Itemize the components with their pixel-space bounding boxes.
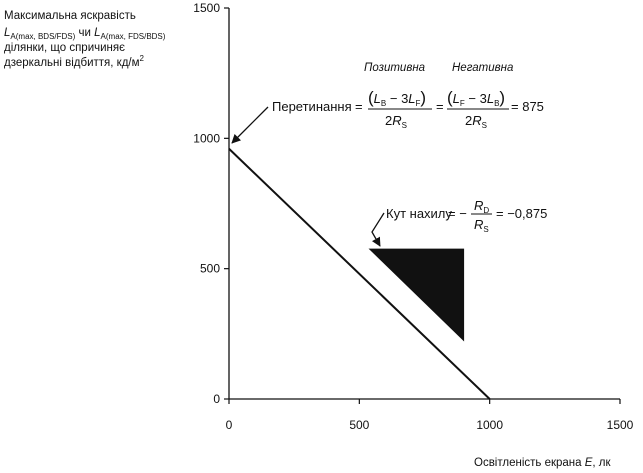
y-tick-label: 1500	[193, 1, 220, 15]
y-axis-title-line2: LA(max, BDS/FDS) чи LA(max, FDS/BDS)	[4, 27, 166, 41]
fraction1-denominator: 2RS	[385, 113, 407, 130]
equals-sign-1: =	[355, 99, 363, 114]
intercept-annotation: Перетинання = (LB − 3LF) 2RS = (LF − 3LB…	[231, 88, 544, 144]
y-tick-label: 0	[213, 392, 220, 406]
y-axis-title-line1: Максимальна яскравість	[4, 10, 136, 22]
negative-label: Негативна	[452, 62, 513, 74]
slope-value: = −0,875	[496, 206, 547, 221]
intercept-value: = 875	[511, 99, 544, 114]
slope-triangle	[368, 248, 465, 342]
x-tick-label: 0	[226, 418, 233, 432]
fraction2-numerator: (LF − 3LB)	[447, 88, 505, 108]
slope-numerator: RD	[474, 198, 489, 215]
slope-arrow	[371, 212, 385, 247]
y-tick-label: 500	[200, 262, 220, 276]
fraction2-denominator: 2RS	[465, 113, 487, 130]
y-axis-title-line3: ділянки, що спричиняє	[4, 42, 125, 54]
equals-sign-2: =	[436, 99, 444, 114]
x-axis-title: Освітленість екрана E, лк	[474, 457, 612, 469]
intercept-arrow	[231, 106, 269, 144]
y-tick-label: 1000	[193, 131, 220, 145]
slope-equals-minus: = −	[448, 206, 467, 221]
fraction1-numerator: (LB − 3LF)	[368, 88, 426, 108]
slope-annotation: Кут нахилу = − RD RS = −0,875	[371, 198, 547, 247]
y-axis-title-line4: дзеркальні відбиття, кд/м2	[4, 54, 145, 69]
intercept-label: Перетинання	[272, 99, 352, 114]
x-tick-label: 1000	[476, 418, 503, 432]
series-line	[228, 148, 491, 400]
x-tick-label: 500	[349, 418, 369, 432]
slope-label: Кут нахилу	[386, 206, 452, 221]
positive-label: Позитивна	[364, 62, 425, 74]
x-tick-label: 1500	[607, 418, 634, 432]
slope-denominator: RS	[474, 217, 489, 234]
